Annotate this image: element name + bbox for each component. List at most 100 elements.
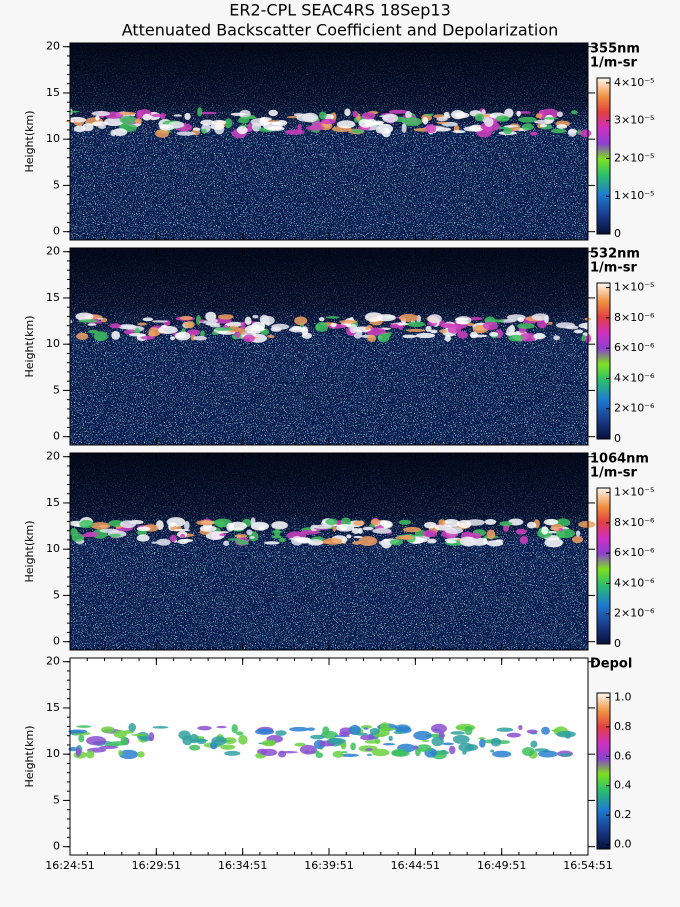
cloud-echo bbox=[416, 744, 432, 752]
cloud-echo bbox=[421, 739, 430, 742]
cloud-echo bbox=[173, 528, 191, 532]
cloud-echo bbox=[517, 323, 535, 329]
cloud-echo bbox=[326, 737, 346, 745]
cloud-echo bbox=[307, 727, 315, 731]
cloud-echo bbox=[119, 749, 139, 760]
cloud-echo bbox=[452, 734, 470, 744]
cloud-echo bbox=[519, 536, 529, 545]
cloud-echo bbox=[151, 113, 163, 118]
cloud-echo bbox=[469, 124, 484, 132]
cloud-echo bbox=[542, 117, 558, 120]
cloud-echo bbox=[136, 534, 150, 542]
y-tick-label: 0 bbox=[53, 225, 60, 238]
cloud-echo bbox=[492, 750, 512, 758]
cloud-echo bbox=[75, 312, 94, 321]
cloud-echo bbox=[539, 123, 547, 128]
cloud-echo bbox=[398, 519, 412, 525]
cloud-echo bbox=[310, 734, 325, 740]
cloud-echo bbox=[450, 731, 465, 735]
cloud-echo bbox=[484, 518, 497, 525]
x-tick-label: 16:54:51 bbox=[563, 859, 612, 872]
colorbar-tick-label: 0 bbox=[614, 227, 621, 240]
cloud-echo bbox=[82, 123, 94, 132]
y-tick-label: 0 bbox=[53, 840, 60, 853]
cloud-echo bbox=[140, 335, 156, 340]
x-tick-label: 16:24:51 bbox=[45, 859, 94, 872]
cloud-echo bbox=[457, 520, 472, 529]
cloud-echo bbox=[365, 327, 370, 330]
cloud-echo bbox=[548, 321, 553, 325]
cloud-echo bbox=[246, 529, 253, 536]
cloud-echo bbox=[344, 108, 351, 117]
colorbar-tick-label: 0.4 bbox=[614, 779, 632, 792]
cloud-echo bbox=[205, 311, 217, 322]
cloud-echo bbox=[86, 735, 107, 746]
cloud-echo bbox=[483, 537, 488, 545]
cloud-echo bbox=[351, 129, 365, 134]
y-tick-label: 0 bbox=[53, 430, 60, 443]
cloud-echo bbox=[427, 314, 442, 324]
cloud-echo bbox=[358, 527, 363, 534]
cloud-echo bbox=[406, 328, 426, 332]
cloud-echo bbox=[325, 518, 338, 526]
cloud-echo bbox=[358, 118, 374, 128]
colorbar-tick-label: 4×10⁻⁶ bbox=[614, 371, 655, 384]
cloud-echo bbox=[353, 520, 365, 526]
cloud-echo bbox=[226, 522, 235, 532]
colorbar bbox=[596, 692, 611, 850]
cloud-echo bbox=[315, 752, 324, 759]
cloud-echo bbox=[197, 725, 212, 731]
cloud-echo bbox=[244, 316, 252, 326]
y-axis-label: Height(km) bbox=[23, 725, 36, 787]
cloud-echo bbox=[375, 126, 386, 134]
colorbar-tick-label: 6×10⁻⁶ bbox=[614, 341, 655, 354]
cloud-echo bbox=[170, 336, 176, 341]
cloud-echo bbox=[234, 331, 241, 339]
cloud-echo bbox=[227, 538, 241, 541]
colorbar-label: Depol bbox=[590, 657, 632, 672]
cloud-echo bbox=[401, 123, 407, 133]
cloud-echo bbox=[249, 535, 255, 539]
cloud-echo bbox=[173, 114, 182, 117]
cloud-echo bbox=[217, 314, 234, 320]
cloud-echo bbox=[571, 536, 584, 544]
cloud-echo bbox=[361, 112, 376, 120]
cloud-echo bbox=[235, 731, 244, 736]
cloud-echo bbox=[211, 736, 227, 746]
cloud-echo bbox=[389, 539, 403, 546]
cloud-echo bbox=[571, 110, 578, 115]
cloud-echo bbox=[108, 520, 125, 527]
cloud-echo bbox=[99, 745, 119, 749]
cloud-echo bbox=[431, 736, 444, 747]
cloud-echo bbox=[318, 111, 327, 120]
cloud-echo bbox=[543, 518, 559, 526]
colorbar-tick-label: 1×10⁻⁵ bbox=[614, 189, 654, 202]
cloud-echo bbox=[238, 116, 250, 124]
cloud-echo bbox=[506, 124, 519, 128]
colorbar-tick-label: 1.0 bbox=[614, 690, 632, 703]
cloud-echo bbox=[438, 519, 446, 526]
cloud-echo bbox=[441, 742, 455, 746]
cloud-echo bbox=[217, 531, 229, 534]
cloud-echo bbox=[519, 332, 537, 342]
y-tick-label: 20 bbox=[46, 40, 60, 53]
cloud-echo bbox=[526, 521, 537, 529]
cloud-echo bbox=[351, 528, 361, 534]
cloud-echo bbox=[299, 744, 317, 755]
cloud-echo bbox=[294, 742, 306, 747]
cloud-echo bbox=[363, 727, 369, 730]
cloud-echo bbox=[448, 745, 456, 755]
cloud-echo bbox=[109, 323, 121, 329]
cloud-echo bbox=[284, 129, 305, 135]
cloud-echo bbox=[531, 313, 549, 321]
cloud-echo bbox=[223, 540, 230, 546]
cloud-echo bbox=[581, 334, 587, 342]
cloud-echo bbox=[559, 753, 572, 757]
cloud-echo bbox=[128, 723, 137, 732]
colorbar-tick-label: 8×10⁻⁶ bbox=[614, 311, 655, 324]
colorbar-tick-label: 2×10⁻⁶ bbox=[614, 607, 655, 620]
cloud-echo bbox=[370, 518, 381, 526]
cloud-echo bbox=[443, 111, 450, 117]
cloud-echo bbox=[339, 319, 358, 324]
cloud-echo bbox=[332, 750, 344, 758]
